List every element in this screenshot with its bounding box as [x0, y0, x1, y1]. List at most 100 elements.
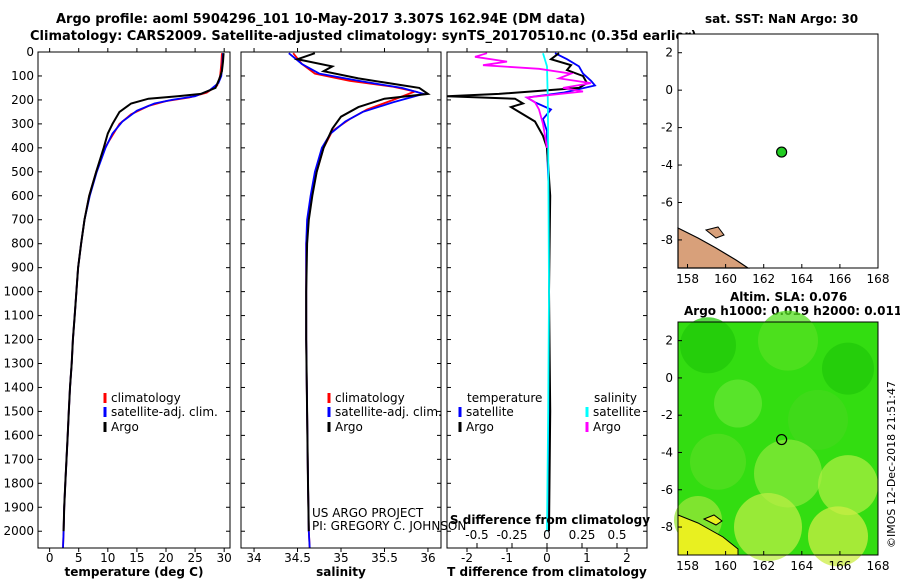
y-tick-label: 1500 — [3, 404, 34, 418]
x-tick-label: 0 — [543, 551, 551, 565]
legend-temperature-heading: temperature — [467, 391, 542, 405]
sla-blob — [714, 379, 762, 428]
x-tick-label: 25 — [187, 551, 202, 565]
s-tick-label: -0.25 — [496, 528, 527, 542]
sla-blob — [808, 506, 868, 567]
y-tick-label: 0 — [26, 45, 34, 59]
legend-argo-0-label: Argo — [111, 420, 139, 434]
x-axis-label: T difference from climatology — [447, 565, 647, 579]
y-tick-label: 100 — [11, 69, 34, 83]
sla-blob — [818, 455, 878, 516]
y-tick-label: 1000 — [3, 285, 34, 299]
project-line1: US ARGO PROJECT — [312, 506, 424, 520]
x-tick-label: 36 — [420, 551, 435, 565]
s-axis-label: S difference from climatology — [450, 513, 650, 527]
panel-frame — [37, 51, 231, 549]
y-tick-label: 0 — [665, 371, 673, 385]
x-tick-label: 160 — [714, 272, 737, 286]
series-line-t-argo — [446, 52, 589, 532]
x-tick-label: 162 — [752, 272, 775, 286]
y-tick-label: 0 — [665, 83, 673, 97]
panel-frame — [240, 51, 442, 549]
map-sst_map: 158 160 162 164 166 168 2 0 -2 -4 -6 -8 — [661, 33, 890, 286]
panel-difference: -2 -1 0 1 2T difference from climatology — [446, 48, 648, 579]
panel-salinity: 34 34.5 35 35.5 36 salinity — [240, 48, 442, 579]
project-line2: PI: GREGORY C. JOHNSON — [312, 519, 466, 533]
y-tick-label: 1600 — [3, 428, 34, 442]
x-tick-label: -2 — [461, 551, 473, 565]
y-tick-label: 200 — [11, 93, 34, 107]
altim-title-line1: Altim. SLA: 0.076 — [730, 290, 848, 304]
x-tick-label: 162 — [752, 559, 775, 573]
x-axis-label: salinity — [316, 565, 366, 579]
y-tick-label: -4 — [661, 158, 673, 172]
x-tick-label: 164 — [790, 272, 813, 286]
y-tick-label: 600 — [11, 189, 34, 203]
x-tick-label: 35 — [333, 551, 348, 565]
title-line1: Argo profile: aoml 5904296_101 10-May-20… — [56, 12, 586, 27]
x-tick-label: 1 — [583, 551, 591, 565]
legend-argo-1-label: Argo — [335, 420, 363, 434]
map-frame — [677, 321, 879, 556]
x-tick-label: 166 — [828, 272, 851, 286]
y-tick-label: 300 — [11, 117, 34, 131]
legend-salinity-heading: salinity — [594, 391, 637, 405]
legend-t-argo-label: Argo — [466, 420, 494, 434]
series-line-s-satellite — [542, 52, 550, 532]
y-tick-label: 900 — [11, 261, 34, 275]
x-tick-label: 158 — [676, 559, 699, 573]
legend-climatology-1-label: climatology — [335, 391, 405, 405]
sla-blob — [758, 310, 818, 371]
x-tick-label: 5 — [75, 551, 83, 565]
y-tick-label: 2 — [665, 334, 673, 348]
y-tick-label: 1300 — [3, 356, 34, 370]
series-line-argo — [293, 52, 431, 532]
s-tick-label: 0.25 — [569, 528, 596, 542]
x-tick-label: 158 — [676, 272, 699, 286]
y-tick-label: 1200 — [3, 333, 34, 347]
legend-satellite-0-label: satellite-adj. clim. — [111, 405, 218, 419]
x-tick-label: 0 — [46, 551, 54, 565]
x-tick-label: 10 — [100, 551, 115, 565]
x-tick-label: 30 — [217, 551, 232, 565]
x-tick-label: 34 — [246, 551, 261, 565]
series-line-satellite-adj.-clim. — [288, 52, 427, 549]
map-frame — [677, 33, 879, 269]
x-tick-label: 164 — [790, 559, 813, 573]
y-tick-label: 400 — [11, 141, 34, 155]
island — [704, 226, 725, 239]
x-tick-label: 34.5 — [284, 551, 311, 565]
float-marker — [776, 146, 788, 158]
island — [702, 514, 723, 526]
x-tick-label: 168 — [867, 272, 890, 286]
y-tick-label: 700 — [11, 213, 34, 227]
y-tick-label: 1900 — [3, 500, 34, 514]
x-tick-label: 168 — [867, 559, 890, 573]
legend-climatology-0-label: climatology — [111, 391, 181, 405]
x-tick-label: 2 — [623, 551, 631, 565]
s-tick-label: 0.5 — [607, 528, 626, 542]
x-tick-label: -1 — [501, 551, 513, 565]
title-line2: Climatology: CARS2009. Satellite-adjuste… — [30, 29, 697, 44]
s-tick-label: 0 — [543, 528, 551, 542]
sla-blob — [690, 433, 746, 490]
x-tick-label: 35.5 — [371, 551, 398, 565]
y-tick-label: -6 — [661, 195, 673, 209]
imos-stamp: ©IMOS 12-Dec-2018 21:51:47 — [885, 381, 898, 548]
x-tick-label: 20 — [158, 551, 173, 565]
sla-blob — [734, 493, 802, 562]
x-axis-label: temperature (deg C) — [65, 565, 204, 579]
sla-blob — [788, 389, 848, 450]
y-tick-label: 1800 — [3, 476, 34, 490]
y-tick-label: -4 — [661, 445, 673, 459]
y-tick-label: -2 — [661, 408, 673, 422]
y-tick-label: -8 — [661, 233, 673, 247]
y-tick-label: -8 — [661, 520, 673, 534]
y-tick-label: 1700 — [3, 452, 34, 466]
series-line-satellite-adj.-clim. — [62, 53, 224, 549]
y-tick-label: -6 — [661, 483, 673, 497]
map-sla_map: 158 160 162 164 166 168 2 0 -2 -4 -6 -8 — [661, 310, 890, 573]
series-line-argo — [62, 53, 225, 532]
